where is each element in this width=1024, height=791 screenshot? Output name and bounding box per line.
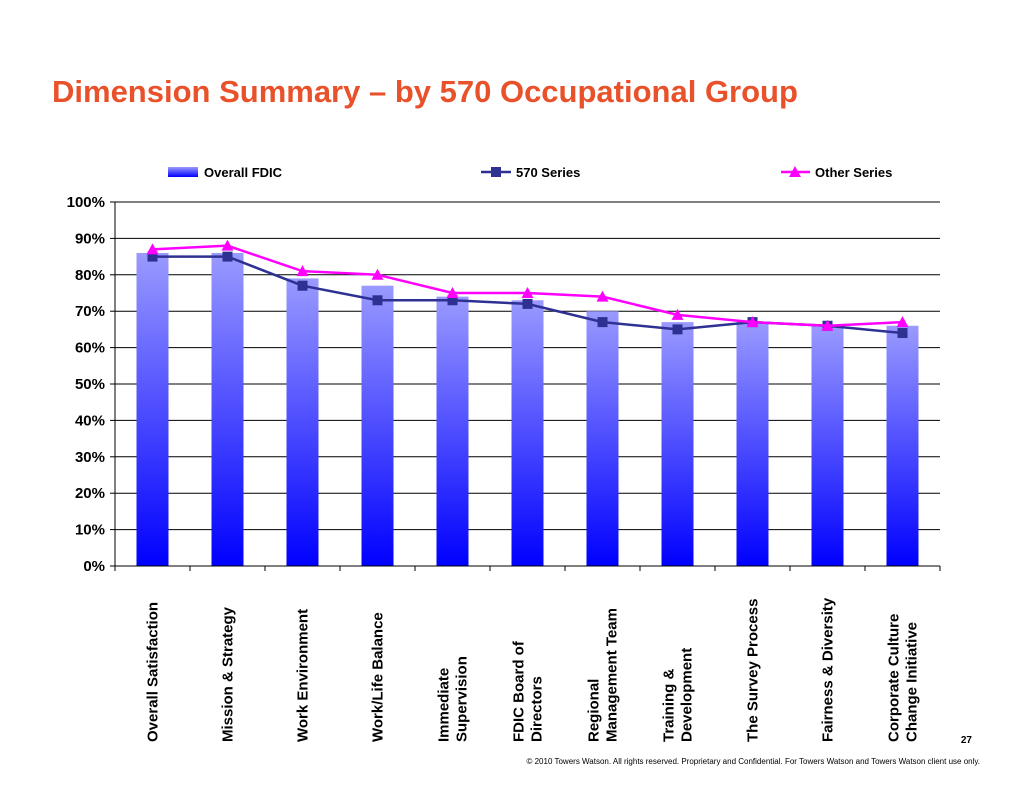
bar [661, 322, 694, 566]
bar [136, 252, 169, 566]
bar [886, 325, 919, 566]
y-tick-label: 90% [75, 230, 105, 247]
x-category-label: Fairness & Diversity [820, 597, 837, 742]
series-570-point [522, 298, 533, 309]
y-tick-label: 50% [75, 376, 105, 393]
legend-label-overall-fdic: Overall FDIC [204, 165, 283, 180]
y-tick-label: 40% [75, 412, 105, 429]
chart-legend: Overall FDIC 570 Series Other Series [168, 165, 892, 180]
bar [586, 311, 619, 566]
bar [286, 278, 319, 566]
x-category-label: Change Initiative [904, 622, 921, 742]
page-title: Dimension Summary – by 570 Occupational … [52, 74, 798, 109]
x-category-label: Supervision [454, 656, 471, 742]
x-category-label: The Survey Process [745, 599, 762, 742]
page-number: 27 [960, 735, 972, 746]
y-tick-label: 10% [75, 522, 105, 539]
x-category-label: Mission & Strategy [220, 606, 237, 742]
legend-swatch-overall-fdic [168, 167, 198, 177]
y-tick-label: 30% [75, 449, 105, 466]
series-570-point [447, 295, 458, 306]
legend-label-570: 570 Series [516, 165, 580, 180]
series-other-point [146, 243, 159, 255]
bar [511, 300, 544, 566]
bar [211, 252, 244, 566]
x-category-label: Regional [586, 679, 603, 742]
x-axis-labels: Overall Satisfaction Mission & Strategy Wo… [145, 597, 921, 742]
series-other-point [521, 287, 534, 298]
x-category-label: Directors [529, 676, 546, 742]
series-570-point [897, 328, 908, 339]
series-570-point [297, 280, 308, 291]
bar [436, 296, 469, 566]
bar [361, 285, 394, 566]
x-category-label: Work/Life Balance [370, 612, 387, 742]
y-tick-label: 60% [75, 340, 105, 357]
series-other-point [371, 268, 384, 280]
series-570-point [222, 251, 233, 262]
series-other-point [671, 308, 684, 320]
bar [811, 325, 844, 566]
y-tick-label: 100% [67, 194, 105, 211]
x-category-label: Corporate Culture [886, 614, 903, 742]
x-category-label: Training & [661, 668, 678, 742]
x-category-label: Management Team [604, 608, 621, 742]
bar [736, 322, 769, 566]
y-tick-label: 80% [75, 267, 105, 284]
series-other-point [821, 319, 834, 331]
line-series-group [146, 239, 909, 339]
series-other-point [221, 239, 234, 251]
x-category-label: Work Environment [295, 609, 312, 742]
x-category-label: Overall Satisfaction [145, 602, 162, 742]
x-category-label: Immediate [436, 668, 453, 742]
legend-marker-570 [491, 167, 501, 177]
legend-label-other: Other Series [815, 165, 892, 180]
series-570-point [597, 317, 608, 328]
series-other-point [896, 316, 909, 328]
legend-marker-other [789, 166, 801, 177]
chart-axes: 0% 10% 20% 30% 40% 50% 60% 70% 80% 90% 100% [67, 194, 941, 575]
series-570-point [147, 251, 158, 262]
y-tick-label: 20% [75, 485, 105, 502]
series-570-point [372, 295, 383, 306]
bar-series-overall-fdic [136, 252, 919, 566]
y-tick-label: 70% [75, 303, 105, 320]
copyright-footer: © 2010 Towers Watson. All rights reserve… [526, 757, 980, 766]
series-570-point [672, 324, 683, 335]
series-other-point [746, 316, 759, 328]
series-other-point [296, 265, 309, 277]
series-other-point [446, 287, 459, 298]
x-category-label: Development [679, 648, 696, 742]
x-category-label: FDIC Board of [511, 640, 528, 742]
series-other-point [596, 290, 609, 302]
y-tick-label: 0% [83, 558, 105, 575]
